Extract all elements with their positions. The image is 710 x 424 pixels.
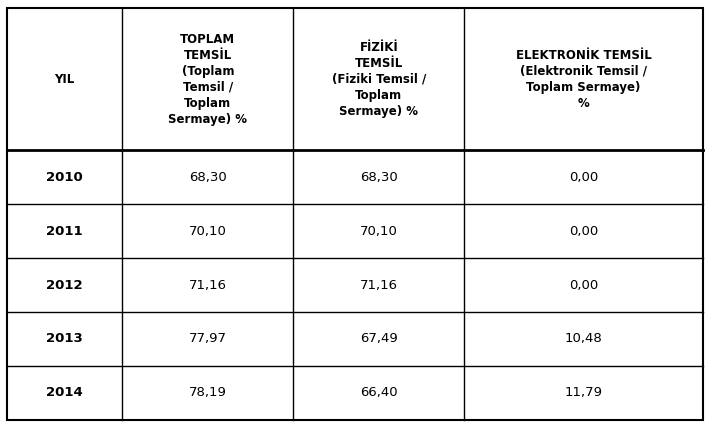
Text: 0,00: 0,00 (569, 279, 599, 292)
Text: 71,16: 71,16 (189, 279, 227, 292)
Text: 66,40: 66,40 (360, 386, 398, 399)
Text: 70,10: 70,10 (189, 225, 226, 238)
Text: 77,97: 77,97 (189, 332, 227, 346)
Text: 2014: 2014 (46, 386, 83, 399)
Text: 0,00: 0,00 (569, 225, 599, 238)
Text: 68,30: 68,30 (189, 171, 226, 184)
Text: 2011: 2011 (46, 225, 83, 238)
Text: 71,16: 71,16 (360, 279, 398, 292)
Text: 11,79: 11,79 (564, 386, 603, 399)
Text: 10,48: 10,48 (564, 332, 603, 346)
Text: 2010: 2010 (46, 171, 83, 184)
Text: 70,10: 70,10 (360, 225, 398, 238)
Text: 67,49: 67,49 (360, 332, 398, 346)
Text: 78,19: 78,19 (189, 386, 226, 399)
Text: YIL: YIL (55, 73, 75, 86)
Text: 2013: 2013 (46, 332, 83, 346)
Text: FİZİKİ
TEMSİL
(Fiziki Temsil /
Toplam
Sermaye) %: FİZİKİ TEMSİL (Fiziki Temsil / Toplam Se… (332, 41, 426, 118)
Text: TOPLAM
TEMSİL
(Toplam
Temsil /
Toplam
Sermaye) %: TOPLAM TEMSİL (Toplam Temsil / Toplam Se… (168, 33, 247, 126)
Text: 0,00: 0,00 (569, 171, 599, 184)
Text: 2012: 2012 (46, 279, 83, 292)
Text: ELEKTRONİK TEMSİL
(Elektronik Temsil /
Toplam Sermaye)
%: ELEKTRONİK TEMSİL (Elektronik Temsil / T… (515, 49, 652, 110)
Text: 68,30: 68,30 (360, 171, 398, 184)
